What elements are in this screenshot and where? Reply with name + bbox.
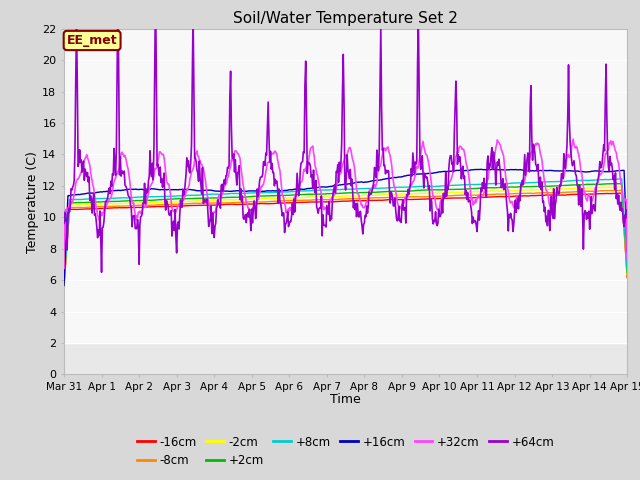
X-axis label: Time: Time bbox=[330, 394, 361, 407]
Bar bbox=[64, 280, 627, 312]
Bar bbox=[64, 280, 627, 343]
Bar bbox=[64, 29, 627, 92]
Bar bbox=[64, 29, 627, 60]
Bar bbox=[64, 343, 627, 374]
Y-axis label: Temperature (C): Temperature (C) bbox=[26, 151, 39, 252]
Bar bbox=[64, 155, 627, 186]
Bar bbox=[64, 155, 627, 217]
Bar bbox=[64, 92, 627, 155]
Text: EE_met: EE_met bbox=[67, 34, 118, 47]
Bar bbox=[64, 217, 627, 280]
Title: Soil/Water Temperature Set 2: Soil/Water Temperature Set 2 bbox=[233, 11, 458, 26]
Legend: -16cm, -8cm, -2cm, +2cm, +8cm, +16cm, +32cm, +64cm: -16cm, -8cm, -2cm, +2cm, +8cm, +16cm, +3… bbox=[132, 431, 559, 472]
Bar bbox=[64, 92, 627, 123]
Bar bbox=[64, 217, 627, 249]
